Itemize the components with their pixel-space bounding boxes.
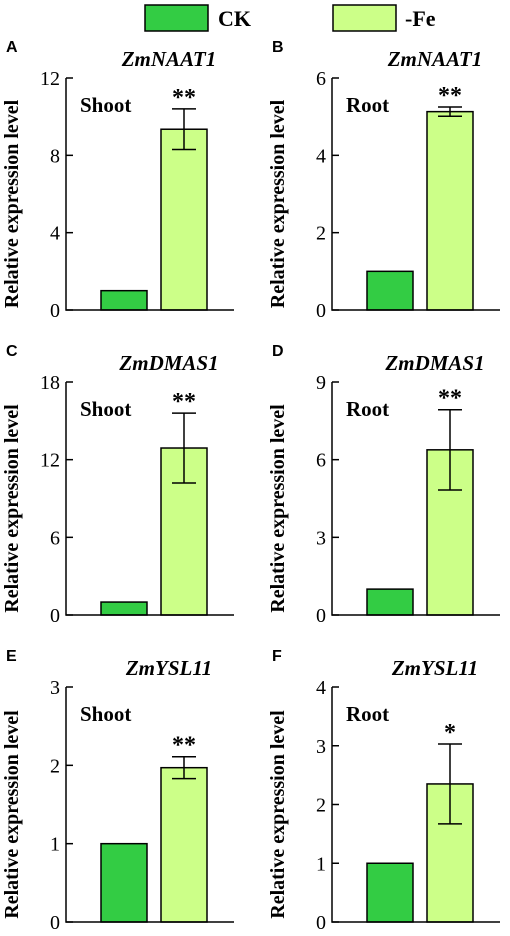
significance-label: **	[172, 85, 196, 111]
tissue-label: Root	[346, 397, 389, 421]
y-tick-label: 12	[40, 450, 60, 472]
bar-fe	[160, 128, 208, 311]
chart-title: ZmYSL11	[125, 656, 212, 680]
panel-letter: A	[6, 39, 18, 56]
chart-title: ZmNAAT1	[121, 47, 217, 71]
legend-label-fe: -Fe	[405, 6, 436, 31]
legend: CK -Fe	[144, 4, 436, 32]
panel-letter: E	[6, 648, 17, 665]
y-tick-label: 2	[316, 223, 326, 245]
y-axis-label: Relative expression level	[1, 404, 23, 613]
panel-e: E ZmYSL11 Relative expression level ** 0 1 2 3S…	[1, 648, 234, 934]
chart-title: ZmDMAS1	[384, 351, 484, 375]
panel-b: B ZmNAAT1 Relative expression level ** 0 2 4 6R…	[267, 39, 500, 322]
y-tick-label: 3	[316, 527, 326, 549]
bar-ck	[100, 289, 148, 311]
chart-title: ZmNAAT1	[387, 47, 483, 71]
y-tick-label: 18	[40, 372, 60, 394]
y-tick-label: 6	[50, 527, 60, 549]
legend-swatch-fe	[332, 4, 397, 32]
y-axis-label: Relative expression level	[267, 404, 289, 613]
panel-c: C ZmDMAS1 Relative expression level ** 0 6 12 1…	[1, 343, 234, 627]
bar-ck	[366, 270, 414, 311]
y-tick-label: 0	[316, 300, 326, 322]
significance-label: *	[444, 720, 456, 746]
y-tick-label: 3	[50, 677, 60, 699]
bar-ck	[100, 842, 148, 923]
y-tick-label: 8	[50, 145, 60, 167]
y-tick-label: 0	[50, 300, 60, 322]
y-tick-label: 0	[316, 605, 326, 627]
chart-title: ZmYSL11	[391, 656, 478, 680]
tissue-label: Shoot	[80, 397, 131, 421]
tissue-label: Root	[346, 702, 389, 726]
bar-fe	[426, 110, 474, 311]
panel-letter: B	[272, 39, 284, 56]
y-axis-label: Relative expression level	[267, 710, 289, 919]
bar-fe	[160, 766, 208, 923]
y-tick-label: 2	[316, 795, 326, 817]
bar-ck	[100, 601, 148, 616]
legend-swatch-ck	[144, 4, 209, 32]
significance-label: **	[438, 386, 462, 412]
y-tick-label: 4	[316, 677, 326, 699]
y-axis-label: Relative expression level	[267, 99, 289, 308]
panel-f: F ZmYSL11 Relative expression level * 0 1 2 3 4R…	[267, 648, 500, 934]
significance-label: **	[172, 389, 196, 415]
legend-label-ck: CK	[218, 6, 251, 31]
y-tick-label: 1	[50, 834, 60, 856]
tissue-label: Root	[346, 93, 389, 117]
y-tick-label: 3	[316, 736, 326, 758]
significance-label: **	[438, 83, 462, 109]
y-tick-label: 6	[316, 450, 326, 472]
panel-letter: C	[6, 343, 18, 360]
y-tick-label: 0	[50, 912, 60, 934]
bar-ck	[366, 588, 414, 616]
bar-ck	[366, 862, 414, 923]
tissue-label: Shoot	[80, 702, 131, 726]
y-tick-label: 6	[316, 68, 326, 90]
y-tick-label: 4	[316, 145, 326, 167]
y-axis-label: Relative expression level	[1, 99, 23, 308]
y-tick-label: 0	[50, 605, 60, 627]
panel-d: D ZmDMAS1 Relative expression level ** 0 3 6 9R…	[267, 343, 500, 627]
tissue-label: Shoot	[80, 93, 131, 117]
y-tick-label: 9	[316, 372, 326, 394]
y-tick-label: 4	[50, 223, 60, 245]
y-tick-label: 2	[50, 755, 60, 777]
significance-label: **	[172, 733, 196, 759]
panel-a: A ZmNAAT1 Relative expression level ** 0 4 8 12…	[1, 39, 234, 322]
panel-letter: D	[272, 343, 284, 360]
y-axis-label: Relative expression level	[1, 710, 23, 919]
y-tick-label: 0	[316, 912, 326, 934]
chart-title: ZmDMAS1	[118, 351, 218, 375]
y-tick-label: 12	[40, 68, 60, 90]
panel-letter: F	[272, 648, 282, 665]
y-tick-label: 1	[316, 853, 326, 875]
